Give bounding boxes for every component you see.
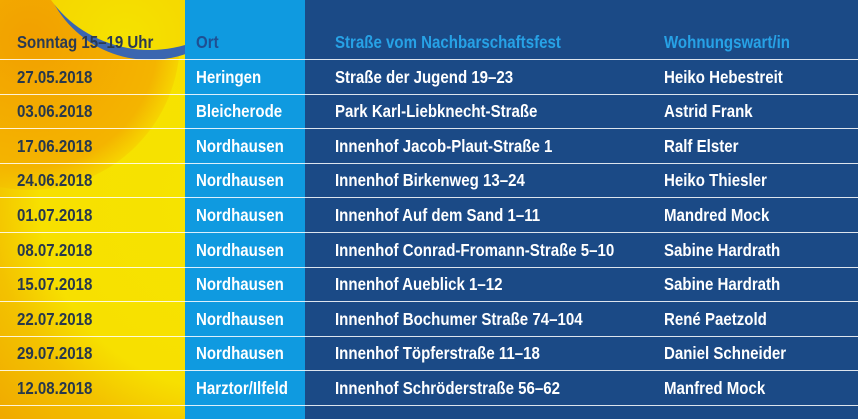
cell-warden: Ralf Elster [664,135,739,156]
cell-place: Nordhausen [196,204,284,225]
cell-warden: René Paetzold [664,308,767,329]
street-column-background [305,0,858,419]
cell-street: Innenhof Töpferstraße 11–18 [335,343,540,364]
cell-place: Harztor/Ilfeld [196,377,288,398]
cell-date: 01.07.2018 [17,204,93,225]
place-column-background [185,0,305,419]
cell-date: 12.08.2018 [17,377,93,398]
cell-place: Bleicherode [196,101,283,122]
cell-date: 27.05.2018 [17,66,93,87]
cell-date: 17.06.2018 [17,135,93,156]
cell-date: 22.07.2018 [17,308,93,329]
table-row: 15.07.2018 Nordhausen Innenhof Aueblick 1–… [0,268,858,303]
table-row: 27.05.2018 Heringen Straße der Jugend 19–2… [0,60,858,95]
cell-date: 03.06.2018 [17,101,93,122]
table-row: 03.06.2018 Bleicherode Park Karl-Liebknech… [0,95,858,130]
cell-street: Innenhof Bochumer Straße 74–104 [335,308,583,329]
table-row: 12.08.2018 Harztor/Ilfeld Innenhof Schröde… [0,371,858,406]
cell-street: Straße der Jugend 19–23 [335,66,514,87]
cell-warden: Daniel Schneider [664,343,787,364]
cell-street: Innenhof Auf dem Sand 1–11 [335,204,541,225]
header-street: Straße vom Nachbarschaftsfest [335,32,561,52]
schedule-table: Sonntag 15–19 Uhr Ort Straße vom Nachbar… [0,0,858,406]
header-place: Ort [196,32,219,52]
cell-place: Nordhausen [196,308,284,329]
cell-street: Park Karl-Liebknecht-Straße [335,101,538,122]
cell-place: Nordhausen [196,239,284,260]
table-row: 29.07.2018 Nordhausen Innenhof Töpferstraß… [0,337,858,372]
cell-date: 29.07.2018 [17,343,93,364]
table-header: Sonntag 15–19 Uhr Ort Straße vom Nachbar… [0,0,858,60]
cell-warden: Astrid Frank [664,101,753,122]
cell-warden: Sabine Hardrath [664,239,781,260]
cell-warden: Sabine Hardrath [664,274,781,295]
cell-place: Nordhausen [196,170,284,191]
cell-warden: Heiko Hebestreit [664,66,783,87]
cell-street: Innenhof Conrad-Fromann-Straße 5–10 [335,239,615,260]
cell-street: Innenhof Aueblick 1–12 [335,274,503,295]
table-row: 01.07.2018 Nordhausen Innenhof Auf dem San… [0,198,858,233]
date-column-background [0,0,185,419]
table-row: 08.07.2018 Nordhausen Innenhof Conrad-From… [0,233,858,268]
header-warden: Wohnungswart/in [664,32,790,52]
cell-street: Innenhof Schröderstraße 56–62 [335,377,560,398]
cell-place: Nordhausen [196,135,284,156]
table-row: 22.07.2018 Nordhausen Innenhof Bochumer St… [0,302,858,337]
table-row: 24.06.2018 Nordhausen Innenhof Birkenweg 1… [0,164,858,199]
header-date: Sonntag 15–19 Uhr [17,32,154,52]
cell-place: Heringen [196,66,262,87]
cell-warden: Heiko Thiesler [664,170,767,191]
cell-date: 08.07.2018 [17,239,93,260]
cell-street: Innenhof Birkenweg 13–24 [335,170,525,191]
cell-place: Nordhausen [196,274,284,295]
cell-warden: Manfred Mock [664,377,766,398]
cell-place: Nordhausen [196,343,284,364]
cell-warden: Mandred Mock [664,204,770,225]
table-row: 17.06.2018 Nordhausen Innenhof Jacob-Plaut… [0,129,858,164]
cell-street: Innenhof Jacob-Plaut-Straße 1 [335,135,553,156]
cell-date: 24.06.2018 [17,170,93,191]
cell-date: 15.07.2018 [17,274,93,295]
